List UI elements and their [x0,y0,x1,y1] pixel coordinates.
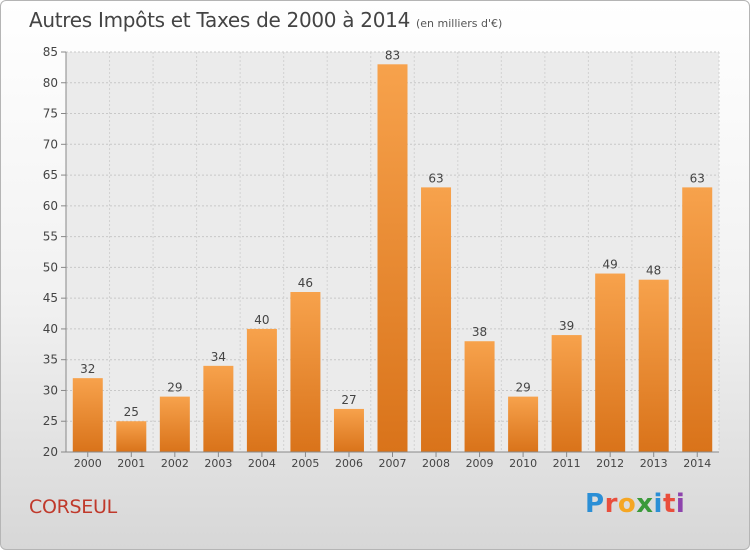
x-tick-label: 2004 [248,457,276,470]
y-tick-label: 30 [43,383,58,397]
bar-value-label: 83 [385,48,400,62]
bar [551,335,582,452]
bar-value-label: 29 [167,381,182,395]
bar-value-label: 63 [690,171,705,185]
y-tick-label: 20 [43,445,58,459]
bar-value-label: 34 [211,350,226,364]
bar-value-label: 38 [472,325,487,339]
bar-value-label: 63 [428,171,443,185]
bar [159,396,190,452]
bar [682,187,713,452]
x-tick-label: 2012 [596,457,624,470]
bar-value-label: 48 [646,264,661,278]
bar [595,273,626,452]
chart-title: Autres Impôts et Taxes de 2000 à 2014 (en… [29,8,502,32]
chart-subtitle: (en milliers d'€) [416,17,503,30]
bar-value-label: 25 [124,405,139,419]
x-tick-label: 2006 [335,457,363,470]
x-tick-label: 2007 [379,457,407,470]
x-tick-label: 2001 [117,457,145,470]
bar-value-label: 27 [341,393,356,407]
x-tick-label: 2011 [553,457,581,470]
bar-value-label: 49 [603,258,618,272]
bar [246,328,277,452]
x-tick-label: 2009 [466,457,494,470]
y-tick-label: 65 [43,168,58,182]
bar [421,187,452,452]
bar-value-label: 46 [298,276,313,290]
logo-letter: r [604,489,618,519]
logo-letter: t [662,489,676,519]
x-tick-label: 2010 [509,457,537,470]
x-tick-label: 2003 [204,457,232,470]
logo-letter: x [636,489,654,519]
logo-letter: i [675,489,686,519]
bar [377,64,408,453]
bar [508,396,539,452]
bar [464,341,495,452]
y-tick-label: 55 [43,230,58,244]
y-tick-label: 40 [43,322,58,336]
x-tick-label: 2000 [74,457,102,470]
x-tick-label: 2002 [161,457,189,470]
bar [290,292,321,452]
commune-name: CORSEUL [29,496,117,518]
bar-value-label: 32 [80,362,95,376]
y-tick-label: 25 [43,414,58,428]
y-tick-label: 45 [43,291,58,305]
x-tick-label: 2008 [422,457,450,470]
bar [72,378,103,452]
x-tick-label: 2013 [640,457,668,470]
bar-value-label: 40 [254,313,269,327]
x-tick-label: 2014 [683,457,711,470]
title-text: Autres Impôts et Taxes de 2000 à 2014 [29,8,410,32]
y-tick-label: 75 [43,107,58,121]
proxiti-logo: Proxiti [585,489,685,519]
bar-value-label: 29 [515,381,530,395]
y-tick-label: 50 [43,260,58,274]
bar [333,408,364,452]
y-tick-label: 85 [43,45,58,59]
logo-letter: i [653,489,663,519]
y-tick-label: 70 [43,137,58,151]
y-tick-label: 60 [43,199,58,213]
logo-letter: P [585,489,605,519]
logo-letter: o [617,489,637,519]
bar-value-label: 39 [559,319,574,333]
bar [116,421,147,452]
y-tick-label: 80 [43,76,58,90]
bar [638,279,669,452]
bar [203,365,234,452]
y-tick-label: 35 [43,353,58,367]
x-tick-label: 2005 [291,457,319,470]
